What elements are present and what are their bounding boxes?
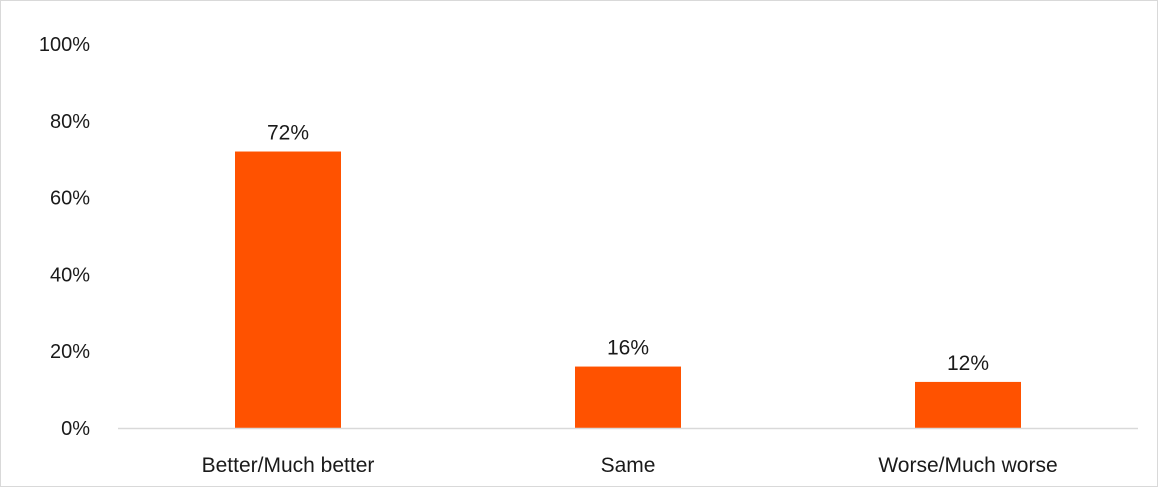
y-tick-label: 40% [50,264,90,286]
data-labels: 72% 16% 12% [267,122,989,375]
bar [235,151,341,428]
y-tick-label: 60% [50,188,90,210]
data-label: 16% [607,337,649,360]
category-labels: Better/Much better Same Worse/Much worse [202,454,1058,477]
x-tick-label: Worse/Much worse [878,454,1057,477]
data-label: 72% [267,122,309,145]
bar [915,381,1021,428]
bar [575,366,681,428]
x-tick-label: Same [601,454,656,477]
y-tick-label: 80% [50,111,90,133]
y-tick-label: 0% [61,418,90,440]
y-axis-ticks: 0% 20% 40% 60% 80% 100% [39,34,90,440]
data-label: 12% [947,352,989,375]
y-tick-label: 100% [39,34,90,56]
x-tick-label: Better/Much better [202,454,375,477]
bars [235,151,1021,428]
y-tick-label: 20% [50,341,90,363]
